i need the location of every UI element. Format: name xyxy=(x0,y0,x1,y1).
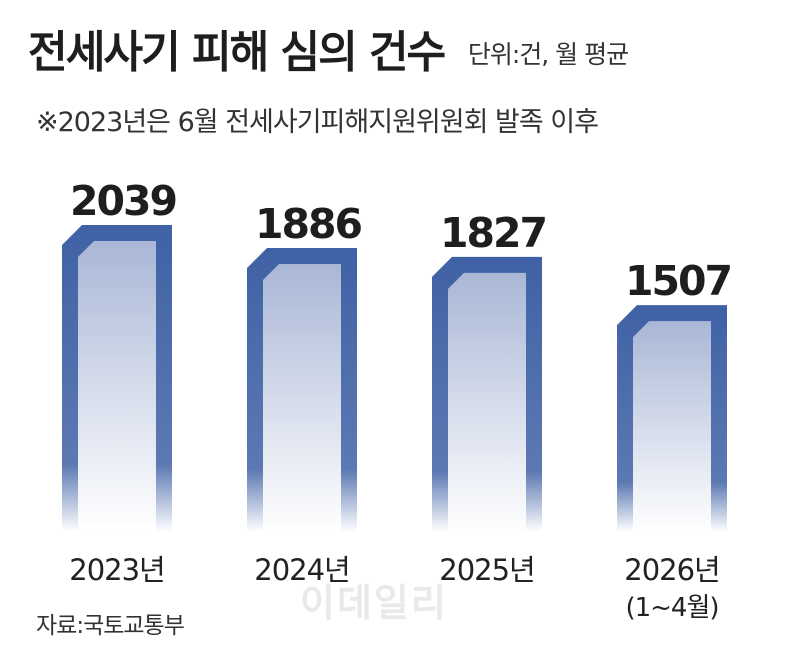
source-label: 자료:국토교통부 xyxy=(36,613,185,639)
unit-label: 단위:건, 월 평균 xyxy=(467,40,629,69)
x-tick-note: (1~4월) xyxy=(625,593,718,623)
x-tick-label: 2024년 xyxy=(254,553,349,587)
bar xyxy=(263,264,341,532)
chart-note: ※2023년은 6월 전세사기피해지원위원회 발족 이후 xyxy=(36,107,599,138)
data-label: 1886 xyxy=(255,200,362,248)
bar xyxy=(448,272,526,532)
x-tick-label: 2026년 xyxy=(624,553,719,587)
chart-title: 전세사기 피해 심의 건수 xyxy=(28,27,446,78)
bar xyxy=(633,321,711,532)
title-row: 전세사기 피해 심의 건수 단위:건, 월 평균 xyxy=(28,16,629,80)
data-label: 2039 xyxy=(70,177,176,225)
x-tick-label: 2023년 xyxy=(69,553,164,587)
bar xyxy=(78,241,156,532)
x-tick-label: 2025년 xyxy=(439,553,534,587)
data-label: 1827 xyxy=(440,209,546,257)
watermark: 이데일리 xyxy=(300,581,448,625)
data-label: 1507 xyxy=(625,257,731,305)
